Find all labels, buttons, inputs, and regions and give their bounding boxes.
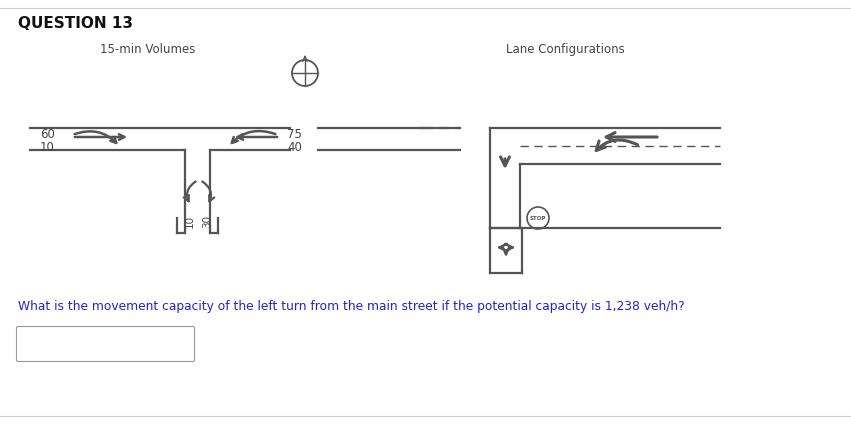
Text: 30: 30: [202, 215, 212, 228]
Text: 40: 40: [287, 140, 302, 154]
Text: What is the movement capacity of the left turn from the main street if the poten: What is the movement capacity of the lef…: [18, 300, 684, 313]
Text: 10: 10: [185, 215, 195, 228]
Text: 10: 10: [40, 140, 55, 154]
Text: QUESTION 13: QUESTION 13: [18, 16, 133, 31]
FancyBboxPatch shape: [16, 327, 195, 362]
Text: 15-min Volumes: 15-min Volumes: [100, 43, 196, 56]
Text: STOP: STOP: [530, 216, 546, 220]
Text: 75: 75: [287, 128, 302, 140]
Text: 60: 60: [40, 128, 55, 140]
Text: Lane Configurations: Lane Configurations: [505, 43, 625, 56]
